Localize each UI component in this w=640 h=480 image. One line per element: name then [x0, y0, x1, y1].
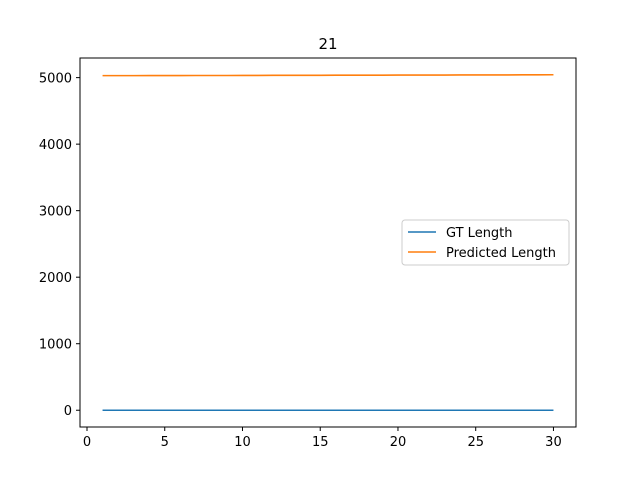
- y-tick-label: 5000: [39, 72, 72, 87]
- x-tick-label: 25: [467, 435, 484, 450]
- x-tick-label: 30: [545, 435, 562, 450]
- chart-title: 21: [318, 35, 337, 53]
- y-tick-label: 4000: [39, 138, 72, 153]
- x-tick-label: 5: [161, 435, 169, 450]
- y-tick-label: 2000: [39, 271, 72, 286]
- y-tick-label: 3000: [39, 205, 72, 220]
- legend-label: GT Length: [446, 226, 513, 241]
- legend-label: Predicted Length: [446, 246, 556, 261]
- axes-frame: [79, 57, 577, 428]
- series-line-predicted-length: [102, 73, 554, 77]
- x-tick-label: 15: [312, 435, 329, 450]
- x-tick-label: 10: [234, 435, 251, 450]
- y-tick-label: 1000: [39, 338, 72, 353]
- legend: GT Length Predicted Length: [401, 219, 570, 266]
- x-tick-label: 0: [83, 435, 91, 450]
- x-tick-label: 20: [390, 435, 407, 450]
- y-tick-label: 0: [64, 404, 72, 419]
- legend-box: [401, 219, 570, 266]
